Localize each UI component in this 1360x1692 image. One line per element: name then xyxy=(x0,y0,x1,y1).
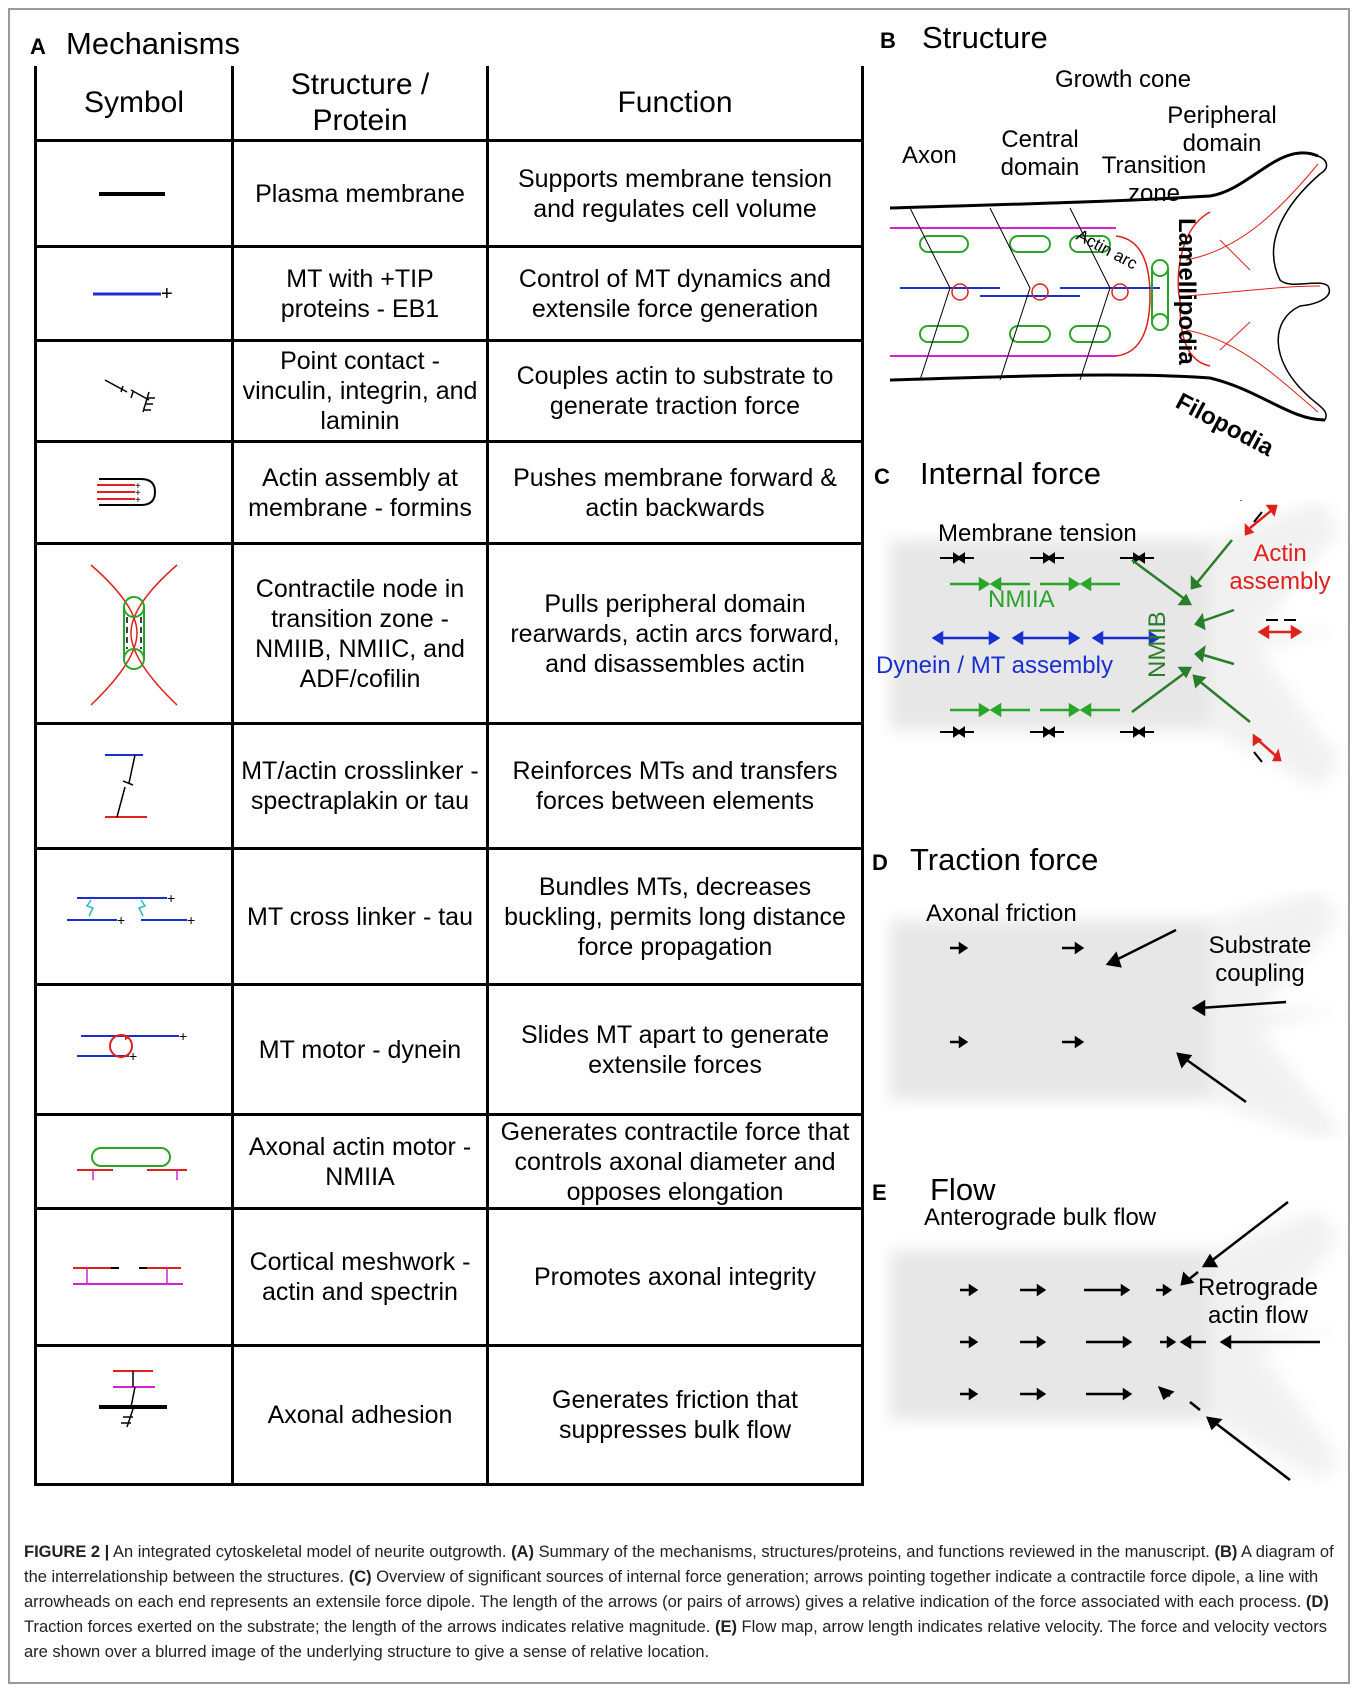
internal-force-diagram xyxy=(890,500,1340,790)
panel-a-title: Mechanisms xyxy=(66,26,240,61)
label-lamellipodia: Lamellipodia xyxy=(1173,218,1200,365)
caption-d-text: Traction forces exerted on the substrate… xyxy=(24,1618,711,1636)
row-structure: MT/actin crosslinker - spectraplakin or … xyxy=(241,757,479,815)
svg-text:+: + xyxy=(135,488,141,499)
mt-motor-dynein-symbol: + + xyxy=(77,1028,187,1064)
panel-b-letter: B xyxy=(880,28,896,53)
label-nmiib: NMIIB xyxy=(1144,611,1171,678)
row-function: Slides MT apart to generate extensile fo… xyxy=(520,1020,830,1079)
header-symbol: Symbol xyxy=(83,85,185,119)
label-axon: Axon xyxy=(902,142,957,169)
row-structure: MT cross linker - tau xyxy=(247,902,473,931)
svg-text:+: + xyxy=(117,912,125,928)
row-function: Control of MT dynamics and extensile for… xyxy=(518,264,832,323)
row-function: Generates contractile force that control… xyxy=(500,1117,850,1206)
label-dynein: Dynein / MT assembly xyxy=(876,652,1113,679)
caption-c-label: (C) xyxy=(348,1568,372,1586)
panel-e-title: Flow xyxy=(930,1172,996,1207)
figure-caption: FIGURE 2 | An integrated cytoskeletal mo… xyxy=(24,1540,1340,1665)
label-substrate-coupling: Substrate coupling xyxy=(1208,932,1312,987)
panel-a-letter: A xyxy=(30,34,46,59)
mt-crosslinker-tau-symbol: + + + xyxy=(67,890,195,928)
row-function: Bundles MTs, decreases buckling, permits… xyxy=(504,872,846,961)
row-function: Pulls peripheral domain rearwards, actin… xyxy=(510,589,840,678)
traction-force-diagram xyxy=(890,890,1340,1140)
panel-b-title: Structure xyxy=(922,20,1048,55)
flow-diagram xyxy=(890,1201,1340,1481)
caption-e-label: (E) xyxy=(714,1618,737,1636)
row-structure: MT with +TIP proteins - EB1 xyxy=(280,264,440,323)
panel-d-title: Traction force xyxy=(910,842,1099,877)
caption-c-text: Overview of significant sources of inter… xyxy=(24,1568,1319,1611)
row-structure: Actin assembly at membrane - formins xyxy=(248,463,472,522)
axonal-actin-motor-symbol xyxy=(77,1147,187,1180)
svg-text:+: + xyxy=(135,481,141,492)
axonal-adhesion-symbol xyxy=(99,1370,167,1428)
row-structure: Axonal adhesion xyxy=(267,1401,453,1429)
mt-actin-crosslinker-symbol xyxy=(105,754,147,818)
row-function: Reinforces MTs and transfers forces betw… xyxy=(512,757,838,815)
mechanisms-table: Symbol Structure / Protein Function Plas… xyxy=(34,66,864,1486)
row-structure: Contractile node in transition zone - NM… xyxy=(255,574,465,693)
svg-text:+: + xyxy=(167,890,175,906)
panel-d-letter: D xyxy=(872,850,888,875)
row-structure: Axonal actin motor - NMIIA xyxy=(248,1132,472,1191)
figure-frame xyxy=(8,8,1350,1684)
label-transition-zone: Transition zone xyxy=(1101,152,1207,207)
caption-a-text: Summary of the mechanisms, structures/pr… xyxy=(538,1543,1210,1561)
row-function: Pushes membrane forward & actin backward… xyxy=(513,463,837,522)
caption-a-label: (A) xyxy=(511,1543,534,1561)
label-peripheral-domain: Peripheral domain xyxy=(1167,102,1277,157)
svg-text:+: + xyxy=(187,912,195,928)
plasma-membrane-symbol xyxy=(99,192,165,196)
row-structure: Plasma membrane xyxy=(255,179,465,208)
cortical-meshwork-symbol xyxy=(73,1267,183,1285)
label-central-domain: Central domain xyxy=(1000,126,1080,181)
actin-assembly-symbol: + + + xyxy=(97,478,157,506)
label-membrane-tension: Membrane tension xyxy=(938,520,1137,547)
label-anterograde: Anterograde bulk flow xyxy=(924,1204,1157,1231)
panel-c-title: Internal force xyxy=(920,456,1101,491)
row-structure: MT motor - dynein xyxy=(258,1035,462,1064)
label-retrograde: Retrograde actin flow xyxy=(1197,1274,1319,1329)
header-structure: Structure / Protein xyxy=(290,67,430,137)
caption-figure-label: FIGURE 2 | xyxy=(24,1543,110,1561)
caption-b-label: (B) xyxy=(1214,1543,1238,1561)
caption-d-label: (D) xyxy=(1305,1593,1329,1611)
svg-text:+: + xyxy=(161,283,173,305)
contractile-node-symbol xyxy=(90,564,178,706)
growth-cone-diagram xyxy=(889,151,1331,422)
caption-b-text: A diagram of the interrelationship betwe… xyxy=(24,1543,1334,1586)
svg-text:+: + xyxy=(135,495,141,506)
caption-e-text: Flow map, arrow length indicates relativ… xyxy=(24,1618,1327,1661)
caption-title: An integrated cytoskeletal model of neur… xyxy=(112,1543,507,1561)
label-axonal-friction: Axonal friction xyxy=(926,900,1077,927)
row-structure: Cortical meshwork - actin and spectrin xyxy=(249,1248,471,1306)
row-function: Generates friction that suppresses bulk … xyxy=(552,1386,798,1444)
point-contact-symbol xyxy=(104,379,155,413)
label-actin-assembly: Actin assembly xyxy=(1229,540,1331,595)
panel-e-letter: E xyxy=(872,1180,887,1205)
header-function: Function xyxy=(617,85,733,119)
row-function: Supports membrane tension and regulates … xyxy=(517,164,833,223)
svg-text:+: + xyxy=(129,1048,137,1064)
label-nmiia: NMIIA xyxy=(988,586,1055,613)
row-structure: Point contact - vinculin, integrin, and … xyxy=(242,347,478,435)
mt-plus-end-symbol: + xyxy=(93,283,173,305)
panel-c-letter: C xyxy=(874,464,890,489)
svg-text:+: + xyxy=(179,1028,187,1044)
row-function: Couples actin to substrate to generate t… xyxy=(516,362,834,420)
label-growth-cone: Growth cone xyxy=(1055,66,1192,93)
row-function: Promotes axonal integrity xyxy=(533,1263,817,1291)
